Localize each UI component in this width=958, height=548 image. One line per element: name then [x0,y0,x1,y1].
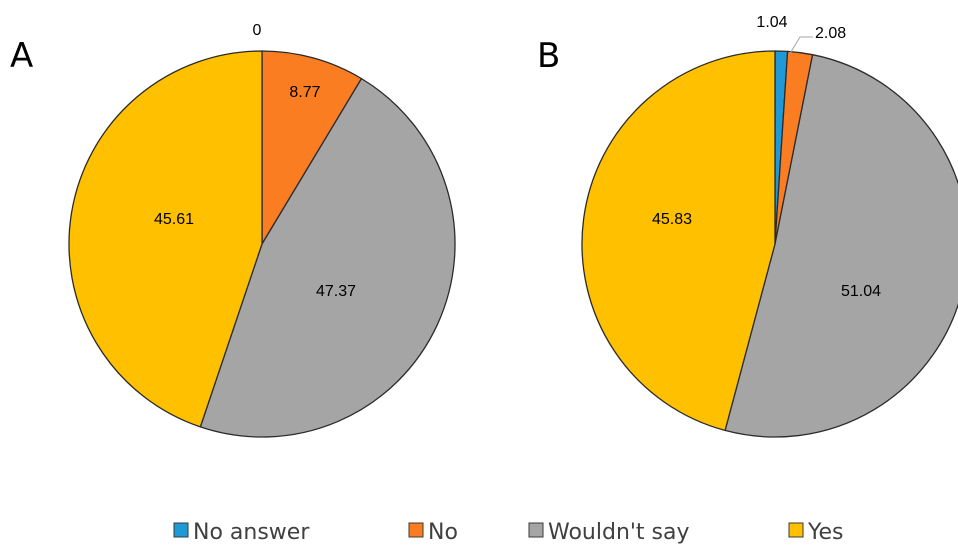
pie-b-leader-line-no [788,36,813,56]
pie-b-slice-yes [581,50,776,432]
panel-a-letter: A [10,36,33,76]
legend-label-no: No [428,520,458,545]
legend-swatch-yes [788,522,804,538]
legend: No answer No Wouldn't say Yes [173,520,844,545]
pie-a-slice-yes [68,50,263,428]
legend-swatch-no [408,522,424,538]
pie-a-data-label-yes: 45.61 [154,211,194,228]
legend-label-no-answer: No answer [193,520,310,545]
pie-b-data-label-wouldn-t-say: 51.04 [841,283,881,300]
pie-chart-b: 1.04 2.08 51.04 45.83 [581,14,958,438]
legend-swatch-wouldn-t-say [528,522,544,538]
legend-swatch-no-answer [173,522,189,538]
pie-a-data-label-no: 8.77 [289,84,320,101]
pie-a-data-label-wouldn-t-say: 47.37 [316,283,356,300]
legend-label-wouldn-t-say: Wouldn't say [548,520,690,545]
legend-label-yes: Yes [807,520,844,545]
pie-a-data-label-no-answer: 0 [253,22,262,39]
pie-b-data-label-no: 2.08 [815,25,846,42]
pie-chart-a: 0 8.77 47.37 45.61 [68,22,456,438]
pie-b-data-label-yes: 45.83 [652,211,692,228]
panel-b-letter: B [537,36,560,76]
pie-b-data-label-no-answer: 1.04 [756,14,787,31]
pie-b-slice-wouldn-t-say [724,54,958,438]
pie-a-slice-wouldn-t-say [199,77,456,438]
pie-a-slice-no [261,50,363,245]
